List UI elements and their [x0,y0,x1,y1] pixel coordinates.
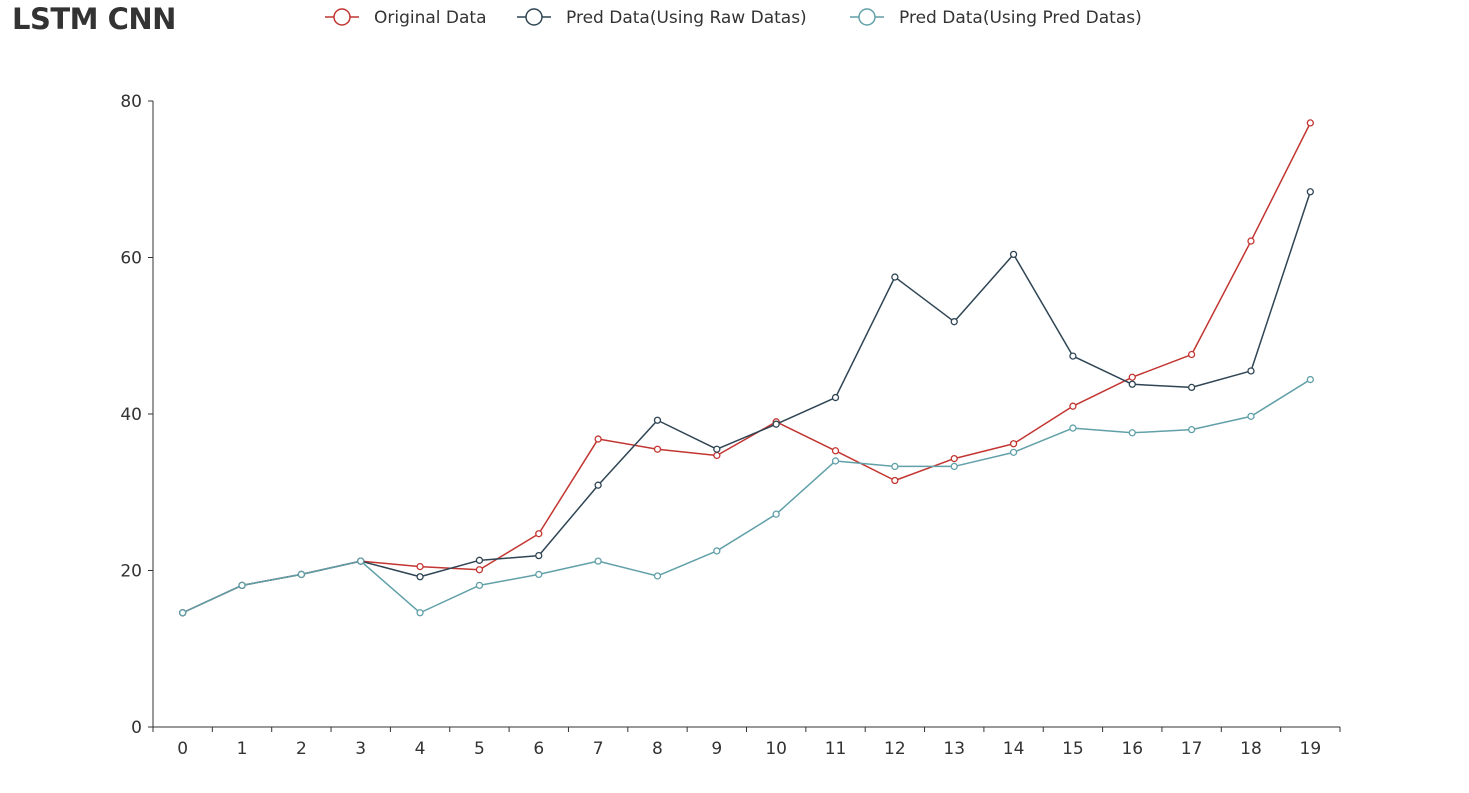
series-line [182,378,1311,614]
data-point[interactable] [179,609,187,617]
data-point[interactable] [831,393,840,402]
data-point[interactable] [950,454,958,463]
series-2 [179,188,1314,617]
series-1 [179,119,1314,617]
data-point[interactable] [950,318,958,326]
legend-circle-icon [858,8,876,26]
y-tick-label: 80 [120,92,142,112]
data-point[interactable] [1009,448,1018,456]
legend-item[interactable]: Pred Data(Using Pred Datas) [850,8,1142,28]
x-tick-label: 12 [884,739,906,759]
data-point[interactable] [713,445,721,453]
y-tick-label: 0 [131,718,142,738]
data-point[interactable] [1306,188,1314,196]
data-point[interactable] [535,570,543,579]
legend-circle-icon [525,8,543,26]
data-point[interactable] [831,447,840,455]
data-point[interactable] [891,273,899,281]
x-tick-label: 10 [765,739,787,759]
x-tick-label: 0 [177,739,188,759]
x-tick-label: 1 [237,739,248,759]
data-point[interactable] [1247,412,1255,420]
y-tick-label: 20 [120,562,142,582]
x-tick-label: 5 [474,739,485,759]
x-tick-label: 16 [1121,739,1143,759]
data-point[interactable] [297,570,306,579]
series-line [182,191,1312,614]
data-point[interactable] [357,557,365,565]
x-tick-label: 13 [943,739,965,759]
data-point[interactable] [1009,440,1018,448]
x-tick-label: 18 [1240,739,1262,759]
data-point[interactable] [416,562,424,571]
data-point[interactable] [1187,425,1196,434]
data-point[interactable] [1128,380,1136,388]
legend-label: Original Data [374,8,487,28]
legend-circle-icon [333,8,351,26]
data-point[interactable] [475,566,484,574]
data-point[interactable] [1128,373,1136,381]
data-point[interactable] [1247,237,1255,245]
data-point[interactable] [713,451,721,460]
data-point[interactable] [713,547,721,555]
x-tick-label: 11 [825,739,847,759]
x-tick-label: 2 [296,739,307,759]
x-tick-label: 17 [1181,739,1203,759]
data-point[interactable] [1128,429,1136,437]
x-tick-label: 7 [593,739,604,759]
legend-label: Pred Data(Using Pred Datas) [899,8,1142,28]
data-point[interactable] [1247,367,1255,375]
data-point[interactable] [594,481,602,489]
x-tick-label: 4 [415,739,426,759]
data-point[interactable] [653,572,662,580]
series-line [182,122,1311,614]
data-point[interactable] [535,551,543,560]
data-point[interactable] [1187,350,1196,359]
data-point[interactable] [1187,383,1196,392]
data-point[interactable] [1069,352,1077,360]
data-point[interactable] [831,457,840,465]
data-point[interactable] [772,510,780,518]
data-point[interactable] [594,557,602,565]
legend-label: Pred Data(Using Raw Datas) [566,8,807,28]
data-point[interactable] [1306,119,1314,127]
data-point[interactable] [416,573,424,581]
data-point[interactable] [1009,250,1018,259]
y-tick-label: 60 [120,249,142,269]
legend[interactable]: Original Data Pred Data(Using Raw Datas) P… [325,8,1142,28]
legend-item[interactable]: Original Data [325,8,487,28]
data-point[interactable] [475,556,484,564]
data-point[interactable] [416,609,424,617]
x-tick-label: 8 [652,739,663,759]
data-point[interactable] [891,462,899,471]
data-point[interactable] [891,476,899,485]
x-tick-label: 3 [355,739,366,759]
data-point[interactable] [238,581,246,590]
legend-item[interactable]: Pred Data(Using Raw Datas) [517,8,807,28]
data-point[interactable] [594,435,602,443]
x-tick-label: 6 [533,739,544,759]
data-point[interactable] [535,530,543,538]
x-tick-label: 9 [711,739,722,759]
series-layer [179,119,1314,617]
series-3 [179,375,1314,617]
data-point[interactable] [475,581,484,590]
data-point[interactable] [1069,424,1077,432]
data-point[interactable] [950,462,958,471]
chart-title: LSTM CNN [12,2,176,36]
data-point[interactable] [1069,402,1077,410]
data-point[interactable] [653,445,662,453]
x-tick-label: 19 [1300,739,1322,759]
y-tick-label: 40 [120,405,142,425]
x-tick-label: 14 [1003,739,1025,759]
x-tick-label: 15 [1062,739,1084,759]
data-point[interactable] [653,416,662,424]
data-point[interactable] [1306,375,1314,384]
data-point[interactable] [772,420,780,428]
